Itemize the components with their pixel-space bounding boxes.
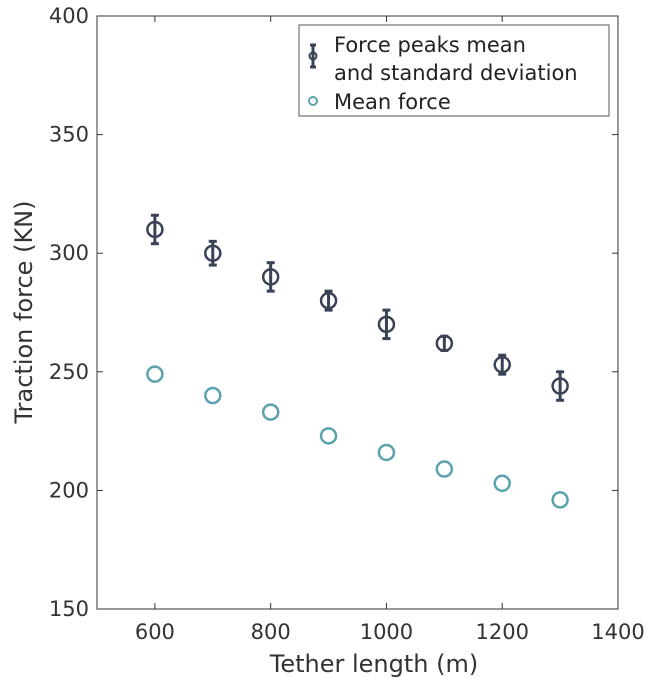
legend-marker-circle <box>308 51 318 61</box>
y-tick-label: 200 <box>49 478 89 502</box>
mean-force-point <box>261 403 280 421</box>
force-peak-point <box>493 353 511 376</box>
force-peak-marker <box>435 334 454 353</box>
force-peak-marker <box>551 377 569 395</box>
legend-marker-force-peaks <box>308 43 318 69</box>
mean-force-point <box>493 474 511 493</box>
legend: Force peaks mean and standard deviation … <box>298 24 610 117</box>
force-peak-point <box>377 308 396 341</box>
force-peak-point <box>435 334 454 353</box>
data-marks <box>146 213 569 509</box>
axis-tick-labels: 600 800 1000 1200 1400 150 200 250 300 350 400 <box>49 4 645 644</box>
x-tick-label: 800 <box>251 620 291 644</box>
legend-label-mean-force: Mean force <box>334 90 451 114</box>
mean-force-point <box>435 460 454 478</box>
force-peak-marker <box>377 315 396 334</box>
mean-force-point <box>377 443 396 462</box>
mean-force-point <box>204 386 222 405</box>
x-tick-label: 1000 <box>360 620 413 644</box>
force-peak-marker <box>146 220 164 239</box>
x-tick-label: 600 <box>135 620 175 644</box>
legend-box <box>298 24 610 117</box>
plot-frame <box>96 15 619 610</box>
mean-force-point <box>551 491 569 509</box>
legend-marker-circle <box>308 96 318 106</box>
force-peak-point <box>551 370 569 402</box>
y-tick-label: 400 <box>49 4 89 28</box>
axis-ticks <box>97 15 619 610</box>
y-tick-label: 250 <box>49 360 89 384</box>
legend-label-force-peaks-line1: Force peaks mean <box>334 33 526 57</box>
y-tick-label: 150 <box>49 597 89 621</box>
legend-label-force-peaks-line2: and standard deviation <box>334 61 578 85</box>
force-peak-point <box>319 289 338 312</box>
y-tick-label: 300 <box>49 241 89 265</box>
x-tick-label: 1200 <box>475 620 528 644</box>
mean-force-point <box>146 365 164 383</box>
x-axis-title: Tether length (m) <box>269 650 478 678</box>
force-peak-marker <box>261 268 280 286</box>
y-axis-title: Traction force (KN) <box>10 201 38 425</box>
force-peak-point <box>204 239 222 267</box>
force-peak-marker <box>204 244 222 262</box>
x-tick-label: 1400 <box>591 620 644 644</box>
force-peak-point <box>146 213 164 246</box>
force-peak-marker <box>493 355 511 374</box>
y-tick-label: 350 <box>49 123 89 147</box>
force-peak-point <box>261 261 280 293</box>
mean-force-point <box>319 427 338 445</box>
legend-marker-mean-force <box>308 96 318 106</box>
force-peak-marker <box>319 291 338 310</box>
